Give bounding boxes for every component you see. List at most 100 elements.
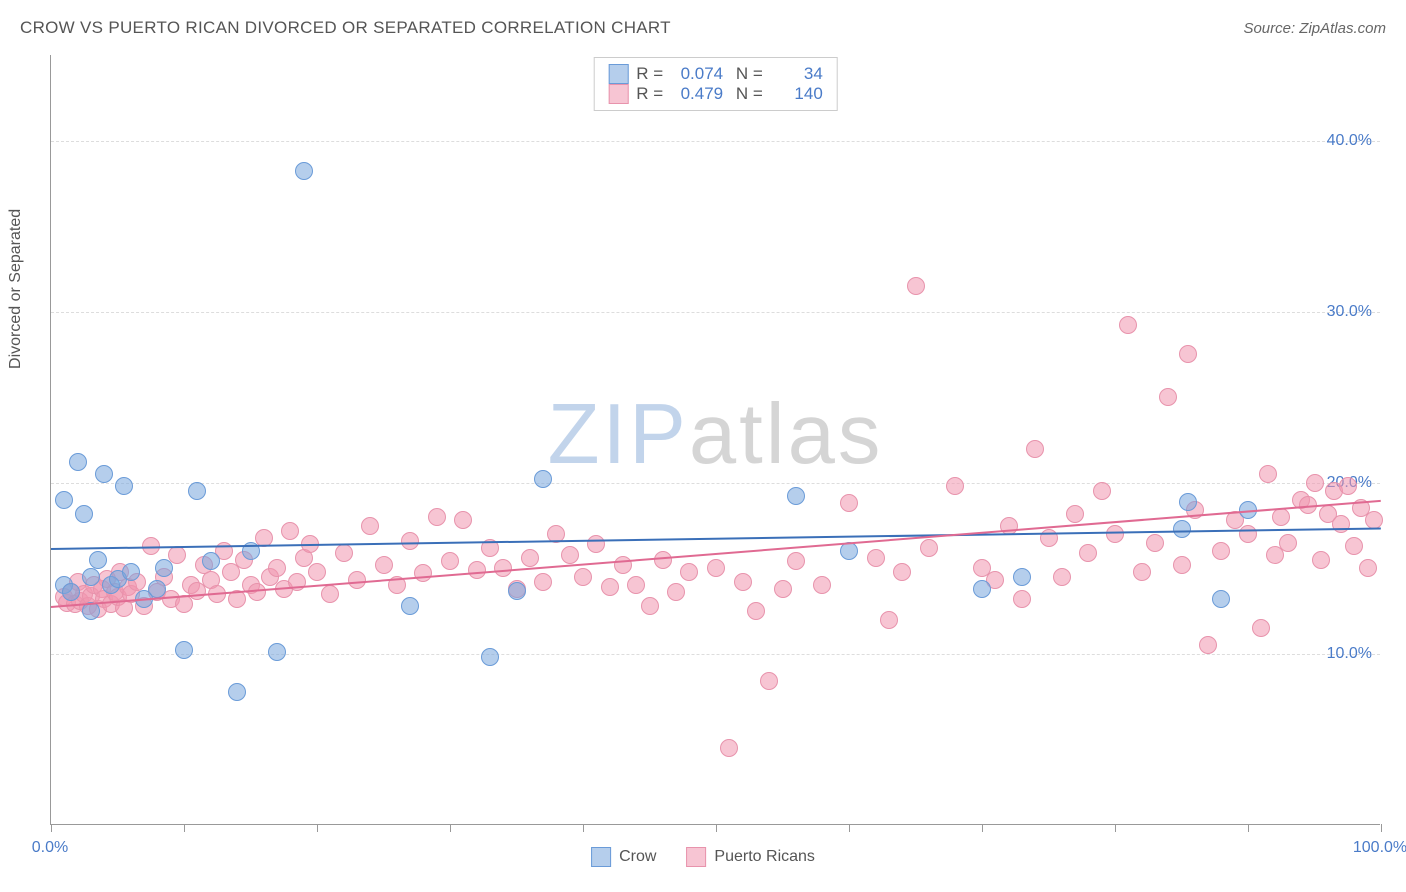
data-point	[1272, 508, 1290, 526]
stat-r-label: R =	[636, 64, 663, 84]
x-tick	[716, 824, 717, 832]
data-point	[907, 277, 925, 295]
plot-area: ZIPatlas R = 0.074 N = 34 R = 0.479 N = …	[50, 55, 1380, 825]
data-point	[1026, 440, 1044, 458]
legend-stats-row-pr: R = 0.479 N = 140	[608, 84, 823, 104]
legend-series: Crow Puerto Ricans	[591, 847, 815, 867]
legend-item-crow: Crow	[591, 847, 656, 867]
x-tick	[1381, 824, 1382, 832]
data-point	[920, 539, 938, 557]
x-tick	[583, 824, 584, 832]
data-point	[1013, 568, 1031, 586]
stat-r-label: R =	[636, 84, 663, 104]
legend-item-pr: Puerto Ricans	[686, 847, 815, 867]
data-point	[627, 576, 645, 594]
title-bar: CROW VS PUERTO RICAN DIVORCED OR SEPARAT…	[20, 18, 1386, 38]
gridline	[51, 141, 1380, 142]
data-point	[1212, 590, 1230, 608]
data-point	[441, 552, 459, 570]
data-point	[1040, 529, 1058, 547]
data-point	[601, 578, 619, 596]
data-point	[188, 482, 206, 500]
x-tick	[317, 824, 318, 832]
data-point	[454, 511, 472, 529]
data-point	[75, 505, 93, 523]
x-tick	[1248, 824, 1249, 832]
x-tick-label: 100.0%	[1353, 839, 1406, 857]
data-point	[148, 580, 166, 598]
data-point	[175, 641, 193, 659]
data-point	[1133, 563, 1151, 581]
data-point	[734, 573, 752, 591]
data-point	[295, 162, 313, 180]
data-point	[787, 552, 805, 570]
x-tick	[51, 824, 52, 832]
x-tick	[982, 824, 983, 832]
x-tick	[1115, 824, 1116, 832]
data-point	[840, 494, 858, 512]
data-point	[747, 602, 765, 620]
data-point	[813, 576, 831, 594]
data-point	[1173, 556, 1191, 574]
data-point	[973, 580, 991, 598]
data-point	[321, 585, 339, 603]
correlation-chart: CROW VS PUERTO RICAN DIVORCED OR SEPARAT…	[0, 0, 1406, 892]
watermark-zip: ZIP	[548, 387, 689, 482]
data-point	[401, 532, 419, 550]
data-point	[867, 549, 885, 567]
data-point	[155, 559, 173, 577]
data-point	[720, 739, 738, 757]
x-tick-label: 0.0%	[32, 839, 68, 857]
x-tick	[450, 824, 451, 832]
data-point	[1312, 551, 1330, 569]
data-point	[1179, 345, 1197, 363]
swatch-crow-icon	[591, 847, 611, 867]
data-point	[1339, 477, 1357, 495]
data-point	[574, 568, 592, 586]
data-point	[1013, 590, 1031, 608]
data-point	[1212, 542, 1230, 560]
legend-stats-row-crow: R = 0.074 N = 34	[608, 64, 823, 84]
data-point	[202, 552, 220, 570]
data-point	[1239, 525, 1257, 543]
data-point	[414, 564, 432, 582]
data-point	[248, 583, 266, 601]
data-point	[680, 563, 698, 581]
data-point	[95, 465, 113, 483]
stat-n-label: N =	[731, 84, 763, 104]
data-point	[893, 563, 911, 581]
swatch-pr	[608, 84, 628, 104]
stat-n-pr: 140	[771, 84, 823, 104]
data-point	[1093, 482, 1111, 500]
data-point	[534, 573, 552, 591]
data-point	[401, 597, 419, 615]
data-point	[468, 561, 486, 579]
data-point	[787, 487, 805, 505]
data-point	[308, 563, 326, 581]
stat-n-label: N =	[731, 64, 763, 84]
data-point	[69, 453, 87, 471]
data-point	[268, 559, 286, 577]
data-point	[168, 546, 186, 564]
data-point	[1259, 465, 1277, 483]
y-tick-label: 10.0%	[1327, 645, 1372, 663]
legend-stats: R = 0.074 N = 34 R = 0.479 N = 140	[593, 57, 838, 111]
data-point	[428, 508, 446, 526]
data-point	[587, 535, 605, 553]
data-point	[774, 580, 792, 598]
watermark-atlas: atlas	[689, 387, 884, 482]
data-point	[228, 683, 246, 701]
data-point	[1306, 474, 1324, 492]
data-point	[494, 559, 512, 577]
data-point	[1159, 388, 1177, 406]
stat-n-crow: 34	[771, 64, 823, 84]
data-point	[641, 597, 659, 615]
data-point	[55, 491, 73, 509]
data-point	[361, 517, 379, 535]
data-point	[115, 477, 133, 495]
stat-r-crow: 0.074	[671, 64, 723, 84]
x-tick	[849, 824, 850, 832]
data-point	[614, 556, 632, 574]
watermark: ZIPatlas	[548, 386, 884, 484]
data-point	[654, 551, 672, 569]
